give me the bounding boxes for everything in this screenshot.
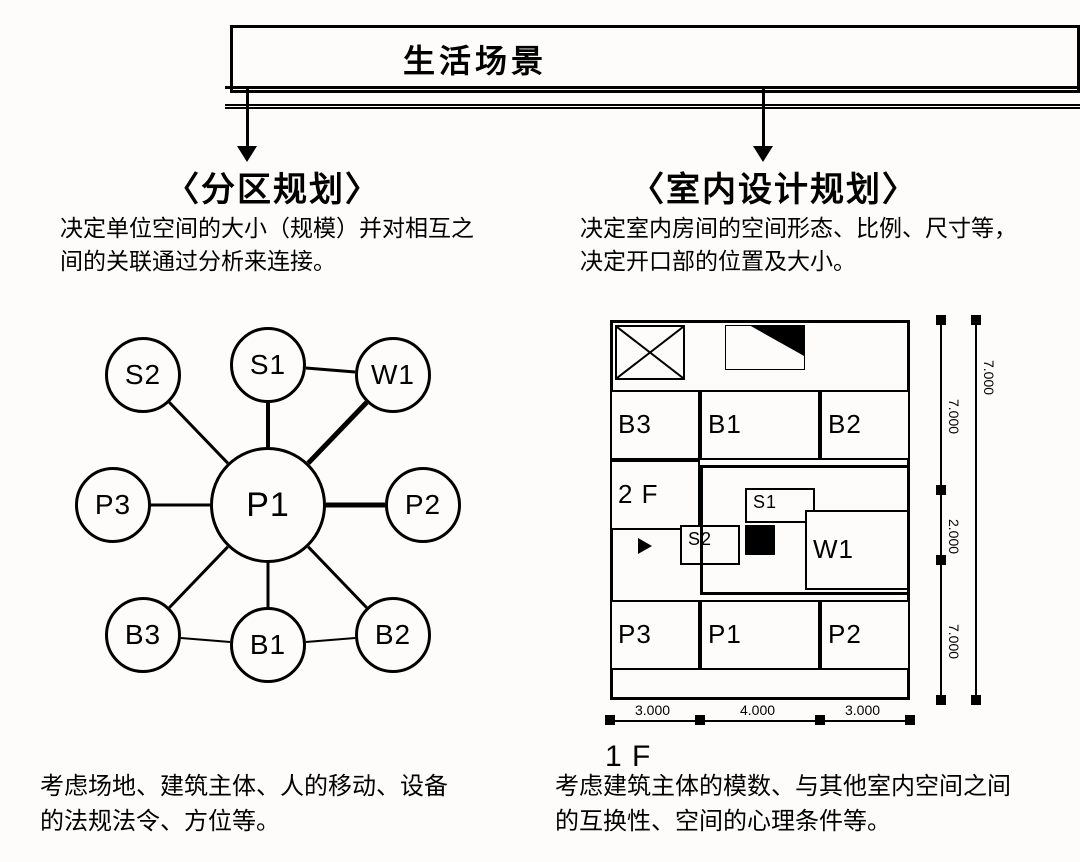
dim-tick (936, 695, 946, 705)
dim-tick (971, 315, 981, 325)
arrow-down-icon (237, 146, 257, 162)
network-diagram: P1 S2 S1 W1 P3 P2 B3 B1 B2 (58, 320, 478, 690)
dim-tick (936, 315, 946, 325)
right-section-title: 〈室内设计规划〉 (630, 162, 918, 211)
network-node-s1: S1 (230, 327, 306, 403)
dim-line (610, 720, 910, 722)
arrow-down-icon (753, 146, 773, 162)
floor-label: 1 F (605, 740, 651, 774)
plan-inner-frame (700, 465, 910, 595)
dim-label: 2.000 (946, 519, 962, 554)
network-node-w1: W1 (355, 337, 431, 413)
plan-room-label: B2 (828, 409, 862, 440)
dim-tick (605, 715, 615, 725)
network-node-p3: P3 (75, 467, 151, 543)
dim-label: 4.000 (740, 702, 775, 718)
network-node-b1: B1 (230, 607, 306, 683)
dim-tick (936, 555, 946, 565)
dim-tick (936, 485, 946, 495)
dim-label: 3.000 (635, 702, 670, 718)
dim-label: 7.000 (981, 360, 997, 395)
plan-room-label: P2 (828, 619, 862, 650)
dim-label: 3.000 (845, 702, 880, 718)
floor-plan: B3B1B22 FS1S2W1P3P1P23.0004.0003.0007.00… (580, 300, 1040, 730)
dim-tick (971, 695, 981, 705)
connector-line (246, 88, 249, 152)
network-node-s2: S2 (105, 337, 181, 413)
funnel-line (225, 88, 1080, 106)
dim-label: 7.000 (946, 399, 962, 434)
plan-room-label: 2 F (618, 479, 659, 510)
network-node-p1: P1 (210, 447, 326, 563)
header-title: 生活场景 (403, 43, 547, 79)
network-node-b3: B3 (105, 597, 181, 673)
header-box: 生活场景 (230, 25, 1080, 93)
plan-room-label: B3 (618, 409, 652, 440)
dim-line (940, 320, 942, 700)
dim-tick (695, 715, 705, 725)
plan-hatched (725, 325, 805, 370)
network-node-p2: P2 (385, 467, 461, 543)
right-footer: 考虑建筑主体的模数、与其他室内空间之间的互换性、空间的心理条件等。 (555, 770, 1025, 840)
plan-hatched (615, 325, 685, 380)
dim-label: 7.000 (946, 624, 962, 659)
plan-room-label: B1 (708, 409, 742, 440)
plan-arrow-icon (638, 538, 652, 554)
network-node-b2: B2 (355, 597, 431, 673)
dim-line (975, 320, 977, 700)
connector-line (762, 88, 765, 152)
left-section-desc: 决定单位空间的大小（规模）并对相互之间的关联通过分析来连接。 (60, 212, 490, 279)
plan-room-label: P1 (708, 619, 742, 650)
plan-room-label: P3 (618, 619, 652, 650)
funnel-line (225, 107, 1080, 109)
left-section-title: 〈分区规划〉 (165, 162, 381, 211)
dim-tick (815, 715, 825, 725)
right-section-desc: 决定室内房间的空间形态、比例、尺寸等，决定开口部的位置及大小。 (580, 212, 1030, 279)
left-footer: 考虑场地、建筑主体、人的移动、设备的法规法令、方位等。 (40, 770, 470, 840)
dim-tick (905, 715, 915, 725)
